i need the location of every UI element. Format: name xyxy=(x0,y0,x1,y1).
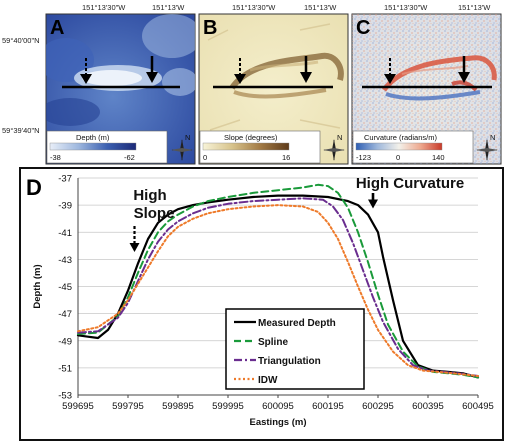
coord-label-lon-1: 151°13'30"W xyxy=(384,3,428,12)
x-axis-label: Eastings (m) xyxy=(249,417,306,428)
legend-entry-label: IDW xyxy=(258,375,278,386)
coord-label-lon-2: 151°13'W xyxy=(458,3,491,12)
x-tick-label: 599895 xyxy=(162,401,194,412)
x-tick-label: 599795 xyxy=(112,401,144,412)
y-tick-label: -37 xyxy=(58,174,72,185)
north-label: N xyxy=(185,133,190,142)
coord-label-lon-1: 151°13'30"W xyxy=(82,3,126,12)
north-label: N xyxy=(337,133,342,142)
arrow-head xyxy=(368,199,378,209)
x-tick-label: 599695 xyxy=(62,401,94,412)
chart-legend: Measured Depth Spline Triangulation IDW xyxy=(225,308,365,390)
legend-tick-a-max: -62 xyxy=(124,153,135,162)
legend-title-c: Curvature (radians/m) xyxy=(364,133,437,142)
chart-series xyxy=(76,183,480,379)
map-panel-a: A Depth (m) -38 -62 N xyxy=(45,13,196,165)
legend-title-a: Depth (m) xyxy=(76,133,110,142)
legend-tick-b-max: 16 xyxy=(282,153,290,162)
coord-label-lon-1: 151°13'30"W xyxy=(232,3,276,12)
legend-tick-c-mid: 0 xyxy=(396,153,400,162)
panel-letter-b: B xyxy=(203,17,217,39)
arrow-head xyxy=(129,242,140,252)
north-arrow-icon: N xyxy=(476,133,498,161)
chart-frame xyxy=(19,167,504,441)
annotation-high-curvature: High Curvature xyxy=(356,175,464,192)
y-tick-label: -39 xyxy=(58,201,72,212)
legend-title-b: Slope (degrees) xyxy=(224,133,278,142)
north-arrow-icon: N xyxy=(171,133,193,161)
top-coordinate-labels: 151°13'30"W 151°13'W 151°13'30"W 151°13'… xyxy=(82,3,491,12)
legend-entry-label: Measured Depth xyxy=(258,318,336,329)
coord-label-lon-2: 151°13'W xyxy=(304,3,337,12)
panel-letter-a: A xyxy=(50,17,64,39)
north-arrow-icon: N xyxy=(323,133,345,161)
panel-letter-c: C xyxy=(356,17,370,39)
coord-label-lat-2: 59°39'40"N xyxy=(2,126,40,135)
north-label: N xyxy=(490,133,495,142)
color-ramp-b xyxy=(202,142,290,151)
left-coordinate-labels: 59°40'00"N 59°39'40"N xyxy=(2,36,40,135)
legend-entry-label: Spline xyxy=(258,337,288,348)
x-tick-label: 600395 xyxy=(412,401,444,412)
x-tick-label: 600495 xyxy=(462,401,494,412)
y-tick-label: -53 xyxy=(58,391,72,402)
series-line-spline xyxy=(77,183,479,379)
legend-tick-b-min: 0 xyxy=(203,153,207,162)
series-line-triangulation xyxy=(77,197,479,377)
y-tick-label: -43 xyxy=(58,255,72,266)
y-tick-label: -47 xyxy=(58,309,72,320)
legend-tick-c-min: -123 xyxy=(356,153,371,162)
color-ramp-a xyxy=(49,142,137,151)
legend-tick-a-min: -38 xyxy=(50,153,61,162)
y-tick-label: -49 xyxy=(58,336,72,347)
x-tick-label: 600295 xyxy=(362,401,394,412)
series-line-idw xyxy=(77,204,479,377)
x-tick-label: 600195 xyxy=(312,401,344,412)
y-tick-label: -51 xyxy=(58,363,72,374)
legend-entry-label: Triangulation xyxy=(258,356,321,367)
panel-letter-d: D xyxy=(26,175,42,200)
map-panel-c: C Curvature (radians/m) -123 0 140 N xyxy=(351,13,502,165)
legend-tick-c-max: 140 xyxy=(432,153,445,162)
x-tick-label: 600095 xyxy=(262,401,294,412)
color-ramp-c xyxy=(355,142,443,151)
annotation-high-slope-line2: Slope xyxy=(134,205,175,222)
x-tick-label: 599995 xyxy=(212,401,244,412)
series-line-measured-depth xyxy=(76,194,480,379)
y-tick-label: -41 xyxy=(58,228,72,239)
annotation-high-slope-line1: High xyxy=(133,187,166,204)
y-axis-label: Depth (m) xyxy=(32,264,43,308)
y-tick-label: -45 xyxy=(58,282,72,293)
coord-label-lat-1: 59°40'00"N xyxy=(2,36,40,45)
coord-label-lon-2: 151°13'W xyxy=(152,3,185,12)
map-panel-b: B Slope (degrees) 0 16 N xyxy=(198,13,349,165)
